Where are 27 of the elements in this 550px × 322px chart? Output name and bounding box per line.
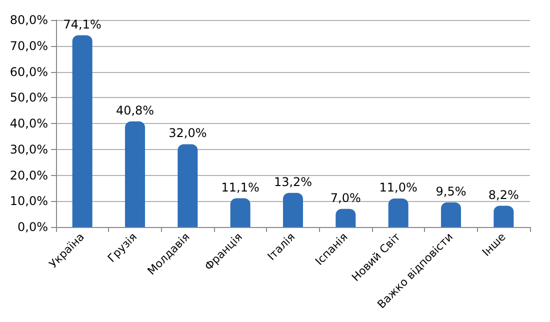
y-tick-label: 70,0% (10, 38, 48, 53)
data-label: 32,0% (168, 126, 207, 140)
data-label: 7,0% (330, 190, 361, 205)
y-tick-label: 30,0% (10, 142, 48, 156)
bar (124, 121, 146, 227)
bar (388, 198, 408, 227)
bar (282, 192, 304, 227)
data-label: 11,0% (379, 180, 418, 195)
y-tick-label: 50,0% (10, 90, 48, 105)
bar (440, 202, 462, 227)
data-label: 13,2% (274, 174, 312, 189)
data-label: 40,8% (116, 103, 154, 118)
data-label: 8,2% (488, 188, 519, 202)
y-tick-label: 60,0% (10, 64, 48, 79)
bar (72, 35, 92, 227)
bar (336, 208, 356, 227)
y-tick-label: 80,0% (10, 13, 48, 27)
data-label: 74,1% (63, 17, 102, 32)
bar (230, 198, 250, 227)
data-label: 11,1% (221, 180, 260, 194)
bar (494, 206, 514, 227)
bar (178, 144, 198, 227)
y-tick-label: 20,0% (10, 168, 48, 182)
y-tick-label: 10,0% (10, 194, 48, 208)
data-label: 9,5% (436, 184, 466, 198)
y-tick-label: 40,0% (10, 116, 48, 130)
y-tick-label: 0,0% (18, 220, 48, 234)
